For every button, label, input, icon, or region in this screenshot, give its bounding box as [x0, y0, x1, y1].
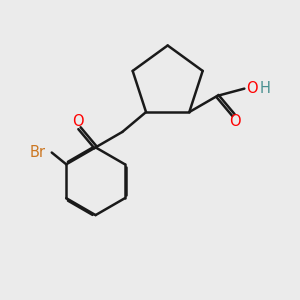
Text: Br: Br	[30, 145, 46, 160]
Text: O: O	[246, 81, 258, 96]
Text: O: O	[229, 114, 241, 129]
Text: O: O	[72, 114, 84, 129]
Text: H: H	[260, 80, 271, 95]
